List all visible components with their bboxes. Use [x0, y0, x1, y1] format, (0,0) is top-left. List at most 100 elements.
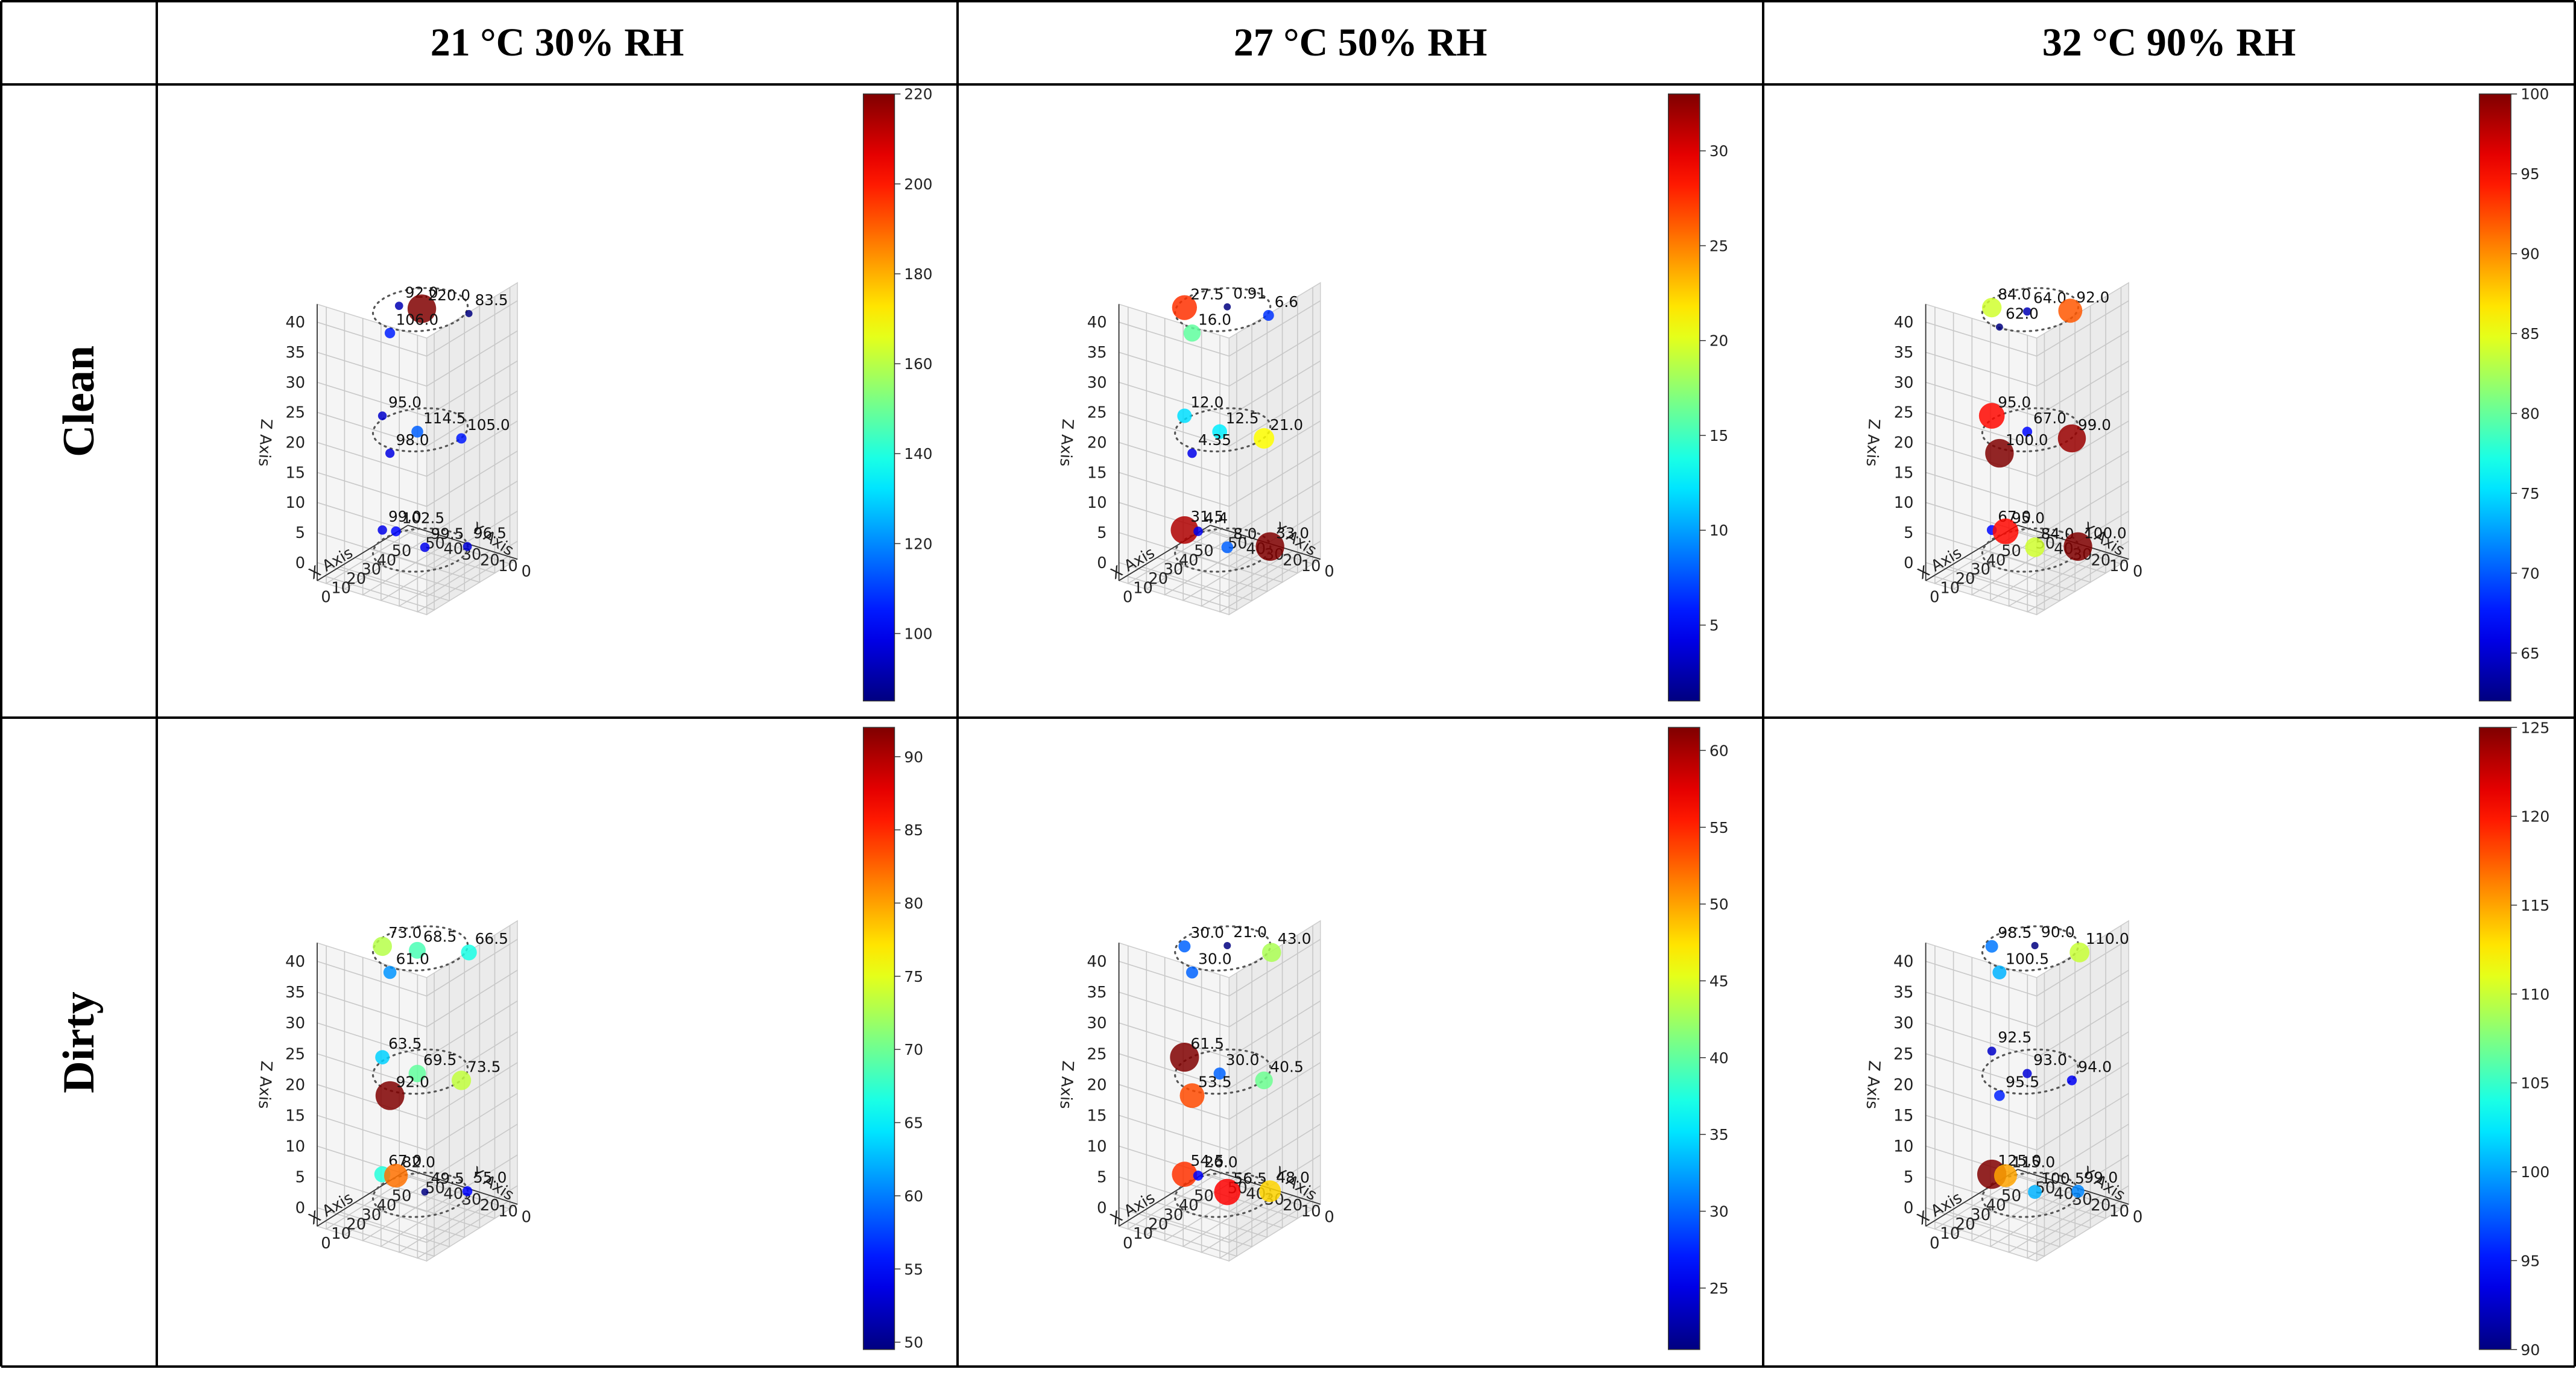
data-label: 100.0	[2084, 524, 2127, 542]
grid-line-y	[1953, 312, 2046, 590]
data-label: 33.0	[1276, 524, 1309, 542]
grid-line-y	[1201, 969, 1293, 1253]
colorbar-tick-label: 10	[1709, 522, 1728, 539]
grid-line-z	[1119, 360, 1321, 417]
data-point	[391, 526, 401, 537]
z-tick-label: 35	[1087, 344, 1107, 362]
colorbar-tick-label: 70	[2521, 564, 2539, 582]
y-tick-label: 20	[480, 551, 500, 569]
data-point	[1179, 1083, 1205, 1108]
z-tick-label: 10	[285, 1138, 305, 1156]
row-label-dirty-text: Dirty	[54, 991, 104, 1093]
grid-line-z	[317, 970, 518, 1028]
data-point	[377, 411, 387, 420]
z-tick-label: 25	[285, 1045, 305, 1063]
grid-line-y	[1201, 329, 1293, 607]
grid-line-y	[1146, 312, 1239, 590]
chart-svg-dirty-32c: 01020304050010203040500510152025303540X …	[1863, 719, 2550, 1359]
data-label: 61.0	[396, 950, 429, 967]
y-tick-label: 0	[522, 563, 531, 581]
data-point	[2066, 1075, 2077, 1086]
colorbar-tick-label: 40	[1709, 1049, 1729, 1067]
data-point	[1263, 309, 1274, 321]
z-tick-label: 30	[1087, 1014, 1106, 1032]
z-tick-label: 0	[1097, 1200, 1107, 1218]
grid-line-z	[1925, 1031, 2129, 1089]
colorbar-tick-label: 15	[1709, 427, 1728, 444]
z-axis-title: Z Axis	[254, 1060, 275, 1109]
data-point	[1994, 1090, 2005, 1101]
data-label: 8.0	[1233, 525, 1257, 543]
grid-line-z	[1119, 330, 1321, 387]
data-label: 99.0	[2078, 416, 2111, 434]
grid-line-z	[1119, 938, 1321, 997]
data-label: 21.0	[1233, 923, 1267, 941]
x-tick-label: 10	[331, 579, 351, 597]
colorbar-tick-label: 30	[1709, 1203, 1729, 1221]
grid-line-z	[1925, 1093, 2129, 1151]
z-tick-label: 15	[285, 1107, 305, 1125]
grid-line-z	[1925, 1000, 2129, 1058]
colorbar-tick-label: 65	[904, 1114, 923, 1132]
data-point	[461, 944, 477, 961]
data-point	[1978, 403, 2005, 429]
chart-clean-27c: 01020304050010203040500510152025303540X …	[959, 86, 1762, 716]
z-tick-label: 30	[285, 374, 305, 392]
grid-line-z	[1925, 938, 2129, 997]
data-point	[1259, 1180, 1281, 1203]
grid-line-x	[1141, 324, 1252, 602]
z-tick-label: 20	[285, 434, 305, 452]
y-tick-label: 0	[522, 1208, 531, 1226]
colorbar-tick-label: 70	[904, 1041, 923, 1058]
grid-line-y	[1934, 307, 2027, 584]
chart-svg-dirty-27c: 01020304050010203040500510152025303540X …	[1056, 727, 1729, 1350]
data-label: 63.5	[388, 1035, 421, 1052]
data-point	[385, 448, 395, 458]
data-point	[1214, 1178, 1241, 1206]
data-point	[1987, 1046, 1997, 1056]
data-label: 68.5	[423, 928, 456, 946]
colorbar-tick-label: 90	[2521, 245, 2539, 263]
y-tick-label: 20	[1283, 551, 1302, 569]
grid-line-z	[317, 360, 518, 417]
z-tick-label: 35	[1893, 984, 1913, 1002]
data-point	[2069, 942, 2090, 963]
z-tick-label: 15	[285, 464, 305, 482]
grid-line-z	[1119, 1185, 1321, 1244]
data-point	[377, 525, 387, 535]
x-tick-label: 40	[1986, 551, 2006, 569]
grid-line-y	[399, 969, 491, 1253]
z-axis-title: Z Axis	[1863, 1060, 1883, 1110]
grid-line-z	[1925, 1154, 2129, 1212]
data-point	[2022, 426, 2033, 437]
colorbar-tick-label: 50	[1709, 896, 1729, 913]
data-point	[1172, 1162, 1198, 1187]
y-tick-label: 10	[2109, 1203, 2129, 1221]
colorbar-tick-label: 55	[1709, 819, 1729, 836]
data-point	[2057, 424, 2086, 453]
grid-line-y	[326, 307, 418, 584]
grid-line-z	[1119, 481, 1321, 537]
data-label: 73.0	[388, 924, 421, 941]
colorbar-tick-label: 95	[2521, 1252, 2540, 1269]
chart-svg-clean-21c: 01020304050010203040500510152025303540X …	[254, 86, 932, 702]
data-label: 110.0	[2086, 930, 2129, 947]
data-label: 4.4	[1204, 509, 1228, 526]
grid-line-z	[1925, 420, 2129, 477]
data-label: 95.0	[388, 394, 421, 411]
x-tick-label: 30	[1163, 1206, 1183, 1224]
colorbar	[862, 727, 895, 1350]
data-label: 56.5	[1233, 1169, 1267, 1187]
data-label: 92.0	[396, 1073, 429, 1091]
z-tick-label: 10	[285, 494, 305, 512]
grid-line-z	[1925, 510, 2129, 567]
z-tick-label: 5	[295, 524, 305, 542]
y-tick-label: 0	[1324, 1208, 1334, 1226]
grid-line-x	[1933, 333, 2045, 611]
grid-line-z	[317, 330, 518, 387]
data-point	[1185, 966, 1198, 979]
x-tick-label: 50	[1194, 542, 1214, 560]
data-label: 67.0	[2033, 409, 2066, 427]
data-label: 92.0	[2076, 288, 2109, 306]
